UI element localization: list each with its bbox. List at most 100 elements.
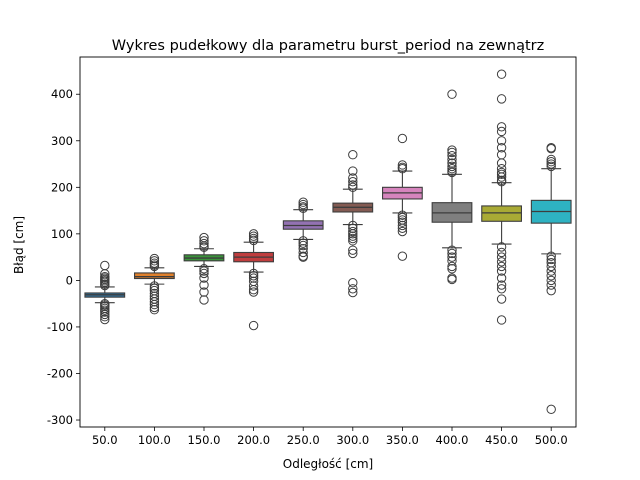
outlier-point	[496, 242, 507, 252]
outlier-point	[348, 182, 358, 193]
outlier-point	[199, 295, 209, 305]
outlier-point	[298, 240, 308, 251]
outlier-point	[496, 143, 507, 153]
outlier-point	[447, 167, 457, 178]
outlier-point	[496, 266, 507, 276]
outlier-point	[348, 150, 358, 160]
outlier-point	[496, 126, 507, 137]
outlier-point	[447, 264, 457, 274]
outlier-point	[149, 302, 160, 313]
outlier-point	[496, 294, 507, 304]
outlier-point	[100, 311, 110, 322]
outlier-point	[546, 161, 556, 172]
outlier-point	[348, 166, 358, 176]
box-100.0	[134, 272, 175, 280]
outlier-point	[496, 177, 507, 187]
outlier-point	[199, 264, 209, 274]
outlier-point	[348, 233, 358, 244]
outlier-point	[199, 236, 209, 246]
outlier-point	[199, 268, 209, 279]
outlier-point	[100, 314, 110, 325]
outlier-point	[496, 261, 507, 272]
outlier-point	[348, 248, 358, 259]
outlier-point	[397, 210, 408, 220]
outlier-point	[199, 238, 209, 249]
outlier-point	[447, 261, 457, 272]
outlier-point	[496, 94, 507, 104]
y-tick-label: 400	[51, 87, 73, 101]
outlier-point	[496, 172, 507, 182]
outlier-point	[546, 271, 556, 281]
outlier-point	[496, 69, 507, 79]
x-tick-label: 400.0	[436, 433, 469, 447]
outlier-point	[447, 163, 457, 174]
outlier-point	[546, 157, 556, 167]
outlier-point	[496, 315, 507, 325]
outlier-point	[546, 275, 556, 286]
y-tick-label: -100	[47, 320, 73, 334]
outlier-point	[199, 273, 209, 283]
outlier-point	[546, 159, 556, 169]
outlier-point	[348, 226, 358, 237]
outlier-point	[199, 242, 209, 253]
outlier-point	[447, 248, 457, 259]
y-tick-label: 200	[51, 180, 73, 194]
outlier-point	[496, 257, 507, 267]
outlier-point	[496, 284, 507, 294]
outlier-point	[397, 133, 408, 144]
outlier-point	[546, 254, 556, 265]
y-tick-label: 100	[51, 227, 73, 241]
outlier-point	[348, 287, 358, 298]
outlier-point	[248, 287, 259, 297]
outlier-point	[100, 309, 110, 320]
outlier-point	[447, 145, 457, 155]
outlier-point	[298, 197, 308, 207]
outlier-point	[248, 285, 259, 295]
outlier-point	[546, 404, 556, 415]
outlier-point	[149, 281, 160, 291]
outlier-point	[447, 161, 457, 172]
outlier-point	[248, 235, 259, 246]
outlier-point	[546, 143, 556, 154]
x-tick-label: 350.0	[386, 433, 419, 447]
outlier-point	[447, 89, 457, 99]
x-tick-label: 300.0	[336, 433, 369, 447]
outlier-point	[348, 231, 358, 241]
outlier-point	[348, 229, 358, 239]
outlier-point	[149, 299, 160, 310]
outlier-point	[100, 280, 110, 291]
outlier-point	[298, 238, 308, 248]
x-tick-label: 150.0	[188, 433, 221, 447]
outlier-point	[397, 160, 408, 170]
plot-frame	[79, 56, 577, 428]
outlier-point	[199, 266, 209, 276]
outlier-point	[496, 280, 507, 290]
outlier-point	[248, 271, 259, 281]
x-tick-label: 450.0	[485, 433, 518, 447]
outlier-point	[100, 307, 110, 317]
outlier-point	[496, 136, 507, 146]
outlier-point	[298, 203, 308, 213]
outlier-point	[397, 226, 408, 237]
box-450.0	[481, 205, 522, 222]
outlier-point	[546, 251, 556, 261]
outlier-point	[248, 231, 259, 241]
outlier-point	[546, 261, 556, 272]
outlier-point	[298, 247, 308, 258]
outlier-point	[496, 122, 507, 132]
plot-area: -300 -200 -100 0 100 200 300 400 50.0 100.0 150.0 2…	[47, 56, 577, 447]
outlier-point	[199, 280, 209, 290]
outlier-point	[397, 251, 408, 261]
chart-title: Wykres pudełkowy dla parametru burst_per…	[112, 38, 544, 54]
outlier-point	[348, 245, 358, 255]
outlier-point	[496, 273, 507, 283]
outlier-point	[248, 229, 259, 239]
outlier-point	[397, 220, 408, 231]
outlier-point	[149, 261, 160, 272]
outlier-point	[348, 173, 358, 183]
outlier-point	[447, 147, 457, 158]
outlier-point	[348, 278, 358, 288]
outlier-point	[447, 274, 457, 285]
outlier-point	[248, 320, 259, 331]
